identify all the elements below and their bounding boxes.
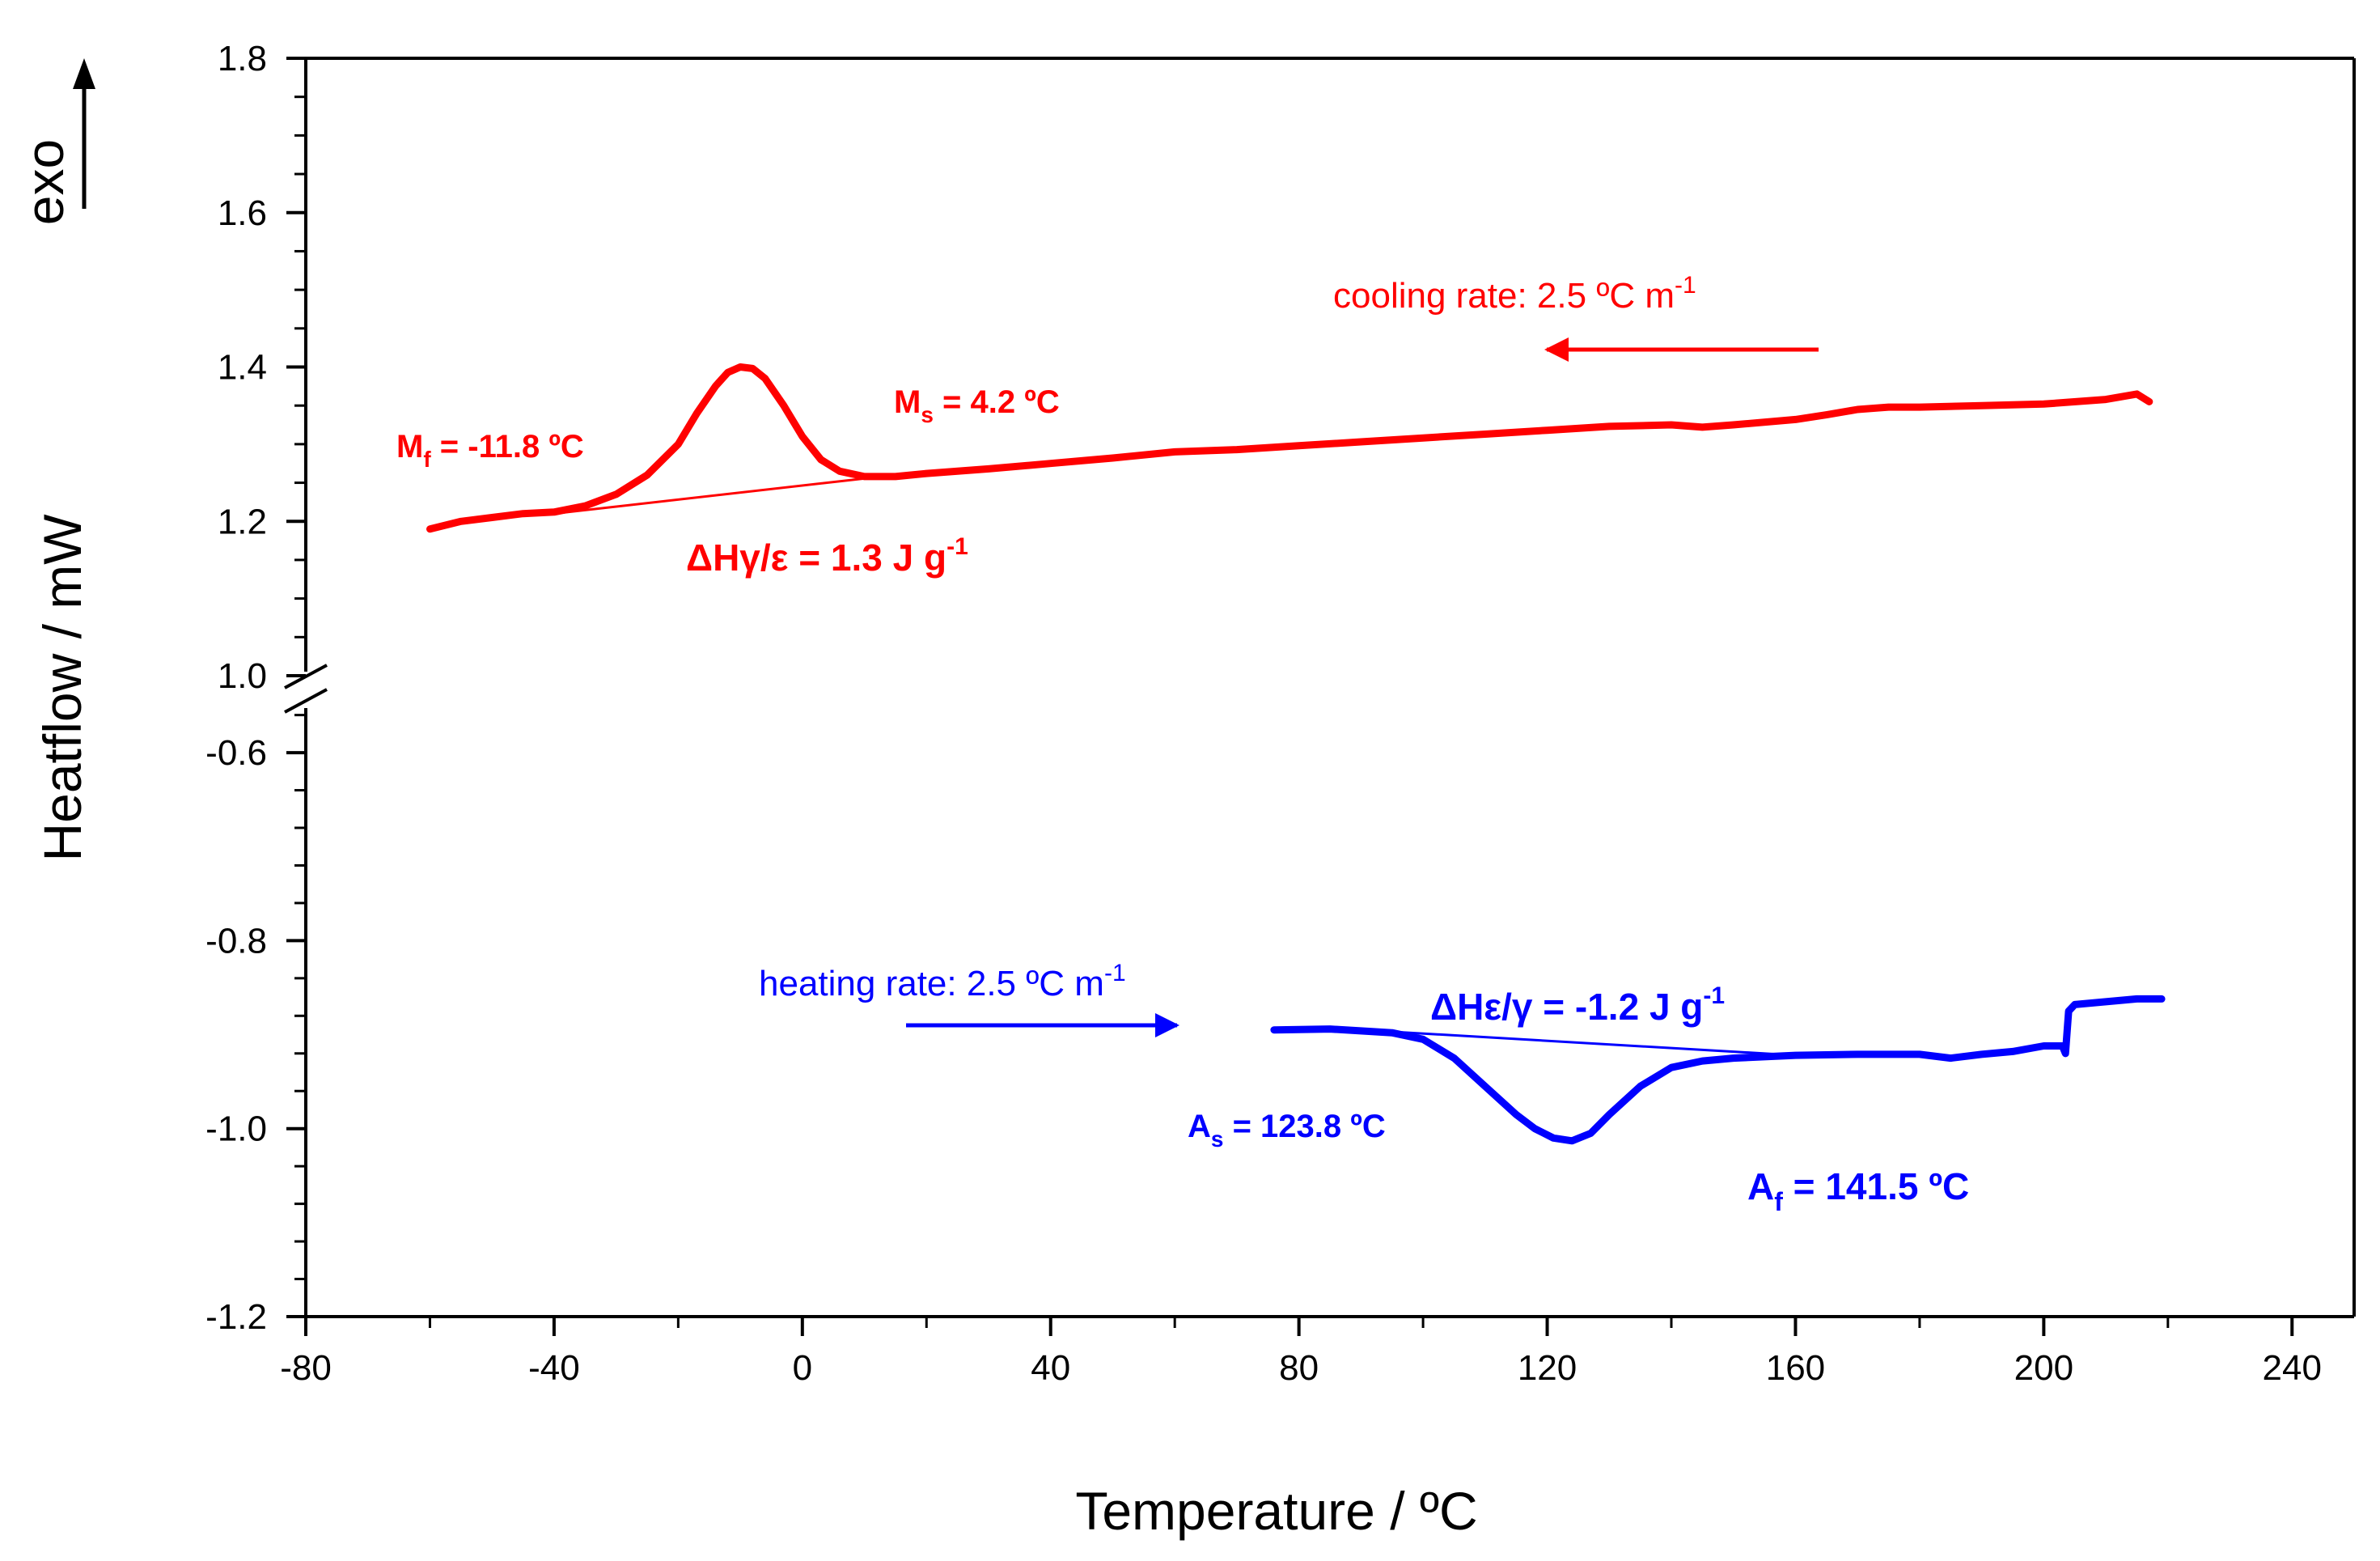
tick-labels-layer: -80 -40 0 40 80 120 160 200 240 1.0 1.2 1.4 1.6 1.8 -1… — [205, 39, 2322, 1388]
x-tick-label: -40 — [528, 1348, 580, 1388]
y-axis-title: Heatflow / mW — [32, 514, 92, 862]
exo-indicator: exo — [15, 58, 95, 225]
y-tick-label: -0.6 — [205, 733, 267, 773]
y-tick-label: -1.0 — [205, 1109, 267, 1149]
enthalpy-cooling-label: ΔHγ/ε = 1.3 J g-1 — [686, 533, 968, 579]
exo-label: exo — [15, 139, 74, 225]
y-tick-label: 1.8 — [218, 39, 267, 78]
af-label: Af = 141.5 ºC — [1747, 1165, 1969, 1216]
x-tick-label: 0 — [793, 1348, 812, 1388]
x-axis-title: Temperature / ºC — [1075, 1481, 1477, 1541]
y-tick-label: 1.6 — [218, 193, 267, 233]
x-tick-label: 120 — [1518, 1348, 1577, 1388]
as-label: As = 123.8 ºC — [1188, 1109, 1386, 1152]
heating-curve — [1270, 995, 2166, 1145]
x-tick-label: 160 — [1766, 1348, 1825, 1388]
heating-baseline — [1359, 1029, 1797, 1057]
mf-label: Mf = -11.8 ºC — [396, 429, 584, 472]
x-tick-label: 80 — [1279, 1348, 1319, 1388]
series-layer — [426, 363, 2166, 1145]
ms-label: Ms = 4.2 ºC — [894, 384, 1060, 427]
y-tick-label: 1.2 — [218, 502, 267, 541]
cooling-baseline — [553, 473, 897, 515]
heating-rate-label: heating rate: 2.5 ºC m-1 — [759, 960, 1126, 1003]
enthalpy-heating-label: ΔHε/γ = -1.2 J g-1 — [1430, 982, 1725, 1028]
y-tick-label: 1.4 — [218, 348, 267, 388]
y-tick-label: -1.2 — [205, 1297, 267, 1337]
x-tick-label: 240 — [2263, 1348, 2322, 1388]
x-tick-label: 200 — [2014, 1348, 2073, 1388]
x-tick-label: 40 — [1031, 1348, 1070, 1388]
ticks-layer — [286, 57, 2294, 1336]
axis-break-marker — [284, 664, 328, 714]
exo-arrowhead-icon — [73, 58, 95, 89]
y-tick-label: -0.8 — [205, 921, 267, 961]
plot-frame — [284, 57, 2356, 1318]
y-tick-label: 1.0 — [218, 656, 267, 696]
cooling-rate-label: cooling rate: 2.5 ºC m-1 — [1333, 272, 1696, 316]
cooling-curve — [426, 363, 2153, 533]
x-tick-label: -80 — [280, 1348, 332, 1388]
